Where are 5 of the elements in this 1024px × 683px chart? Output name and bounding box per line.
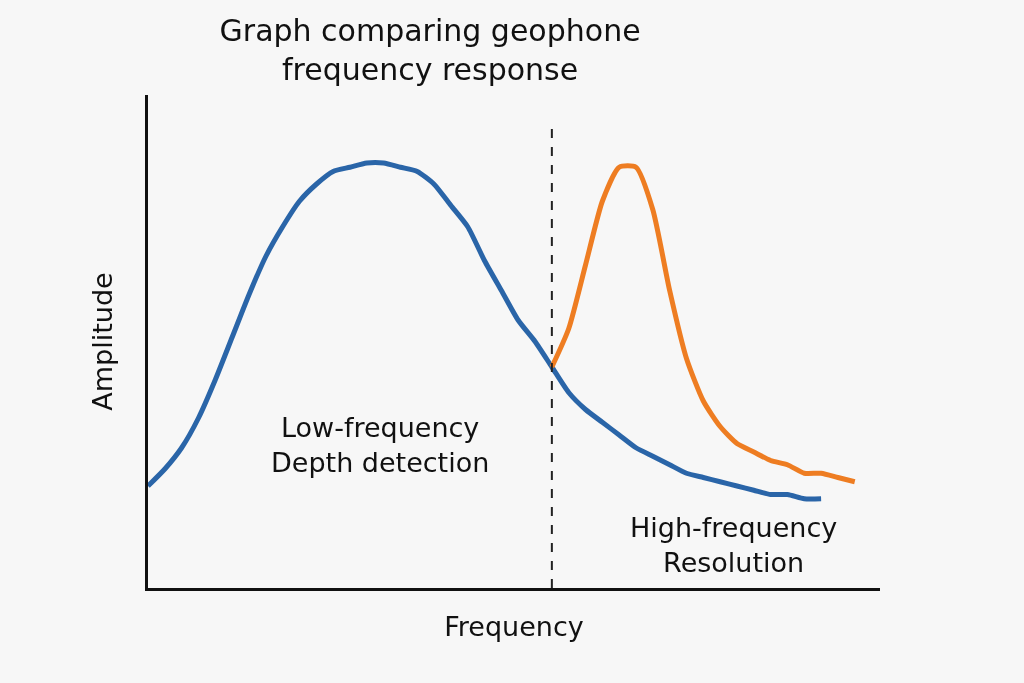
chart-title: Graph comparing geophone frequency response xyxy=(219,12,641,87)
x-axis-title: Frequency xyxy=(444,610,584,642)
annotation: High-frequency Resolution xyxy=(630,512,838,579)
annotation: Low-frequency Depth detection xyxy=(271,412,490,479)
y-axis-title: Amplitude xyxy=(87,272,119,411)
